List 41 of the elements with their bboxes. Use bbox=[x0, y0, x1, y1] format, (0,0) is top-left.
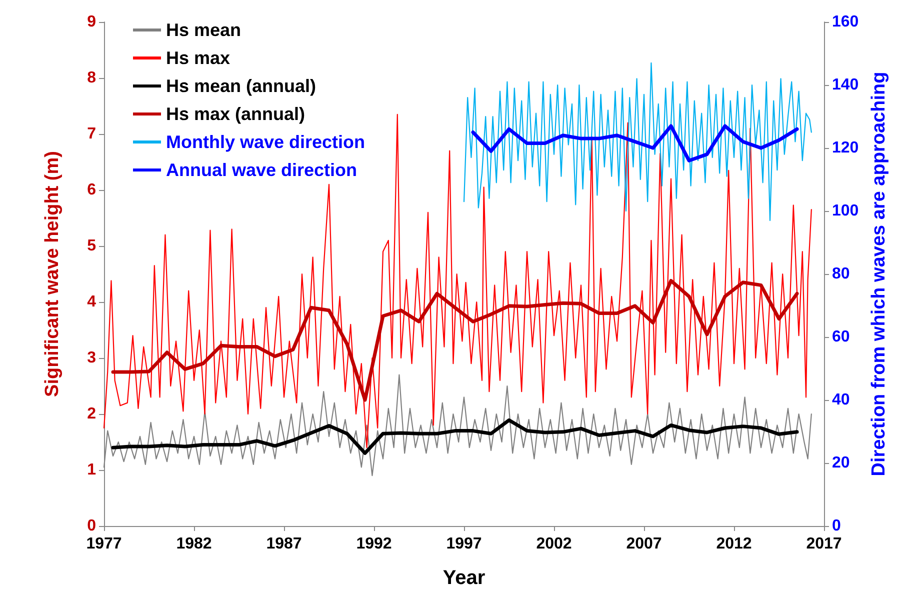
y2-tick-label: 100 bbox=[832, 202, 859, 220]
y-tick-label: 5 bbox=[87, 238, 96, 254]
x-tick-label: 1992 bbox=[356, 536, 392, 552]
y2-axis-title: Direction from which waves are approaching bbox=[868, 72, 890, 476]
y2-tick-label: 60 bbox=[832, 328, 850, 346]
line-series bbox=[471, 124, 799, 162]
y2-tick-label: 160 bbox=[832, 14, 859, 30]
x-tick-label: 2012 bbox=[716, 536, 752, 552]
line-series bbox=[111, 278, 799, 402]
y2-tick-label: 140 bbox=[832, 76, 859, 94]
y-tick-label: 9 bbox=[87, 14, 96, 30]
line-series bbox=[463, 62, 812, 221]
y2-tick-label: 80 bbox=[832, 266, 850, 282]
legend-label: Hs mean (annual) bbox=[166, 76, 316, 96]
line-series bbox=[111, 418, 799, 455]
y2-tick-label: 120 bbox=[832, 140, 859, 156]
y-tick-label: 7 bbox=[87, 126, 96, 142]
y2-tick-label: 0 bbox=[832, 518, 841, 534]
legend-label: Hs max bbox=[166, 48, 230, 68]
x-tick-label: 2017 bbox=[806, 536, 842, 552]
y-tick-label: 1 bbox=[87, 462, 96, 478]
x-tick-label: 1997 bbox=[446, 536, 482, 552]
y-tick-label: 3 bbox=[87, 350, 96, 366]
legend-label: Annual wave direction bbox=[166, 160, 358, 180]
y2-tick-label: 40 bbox=[832, 392, 850, 408]
legend-label: Hs mean bbox=[166, 20, 242, 40]
x-tick-label: 1977 bbox=[86, 536, 122, 552]
legend-label: Hs max (annual) bbox=[166, 104, 306, 124]
y-tick-label: 4 bbox=[87, 294, 96, 310]
y-tick-label: 2 bbox=[87, 406, 96, 422]
legend-label: Monthly wave direction bbox=[166, 132, 366, 152]
y-axis-title: Significant wave height (m) bbox=[42, 151, 63, 397]
x-tick-label: 2002 bbox=[536, 536, 572, 552]
y2-tick-label: 20 bbox=[832, 454, 850, 472]
x-tick-label: 1987 bbox=[266, 536, 302, 552]
y-tick-label: 0 bbox=[87, 518, 96, 534]
y-tick-label: 8 bbox=[87, 70, 96, 86]
x-tick-label: 1982 bbox=[176, 536, 212, 552]
x-axis-title: Year bbox=[442, 567, 486, 589]
y-tick-label: 6 bbox=[87, 182, 96, 198]
x-tick-label: 2007 bbox=[626, 536, 662, 552]
